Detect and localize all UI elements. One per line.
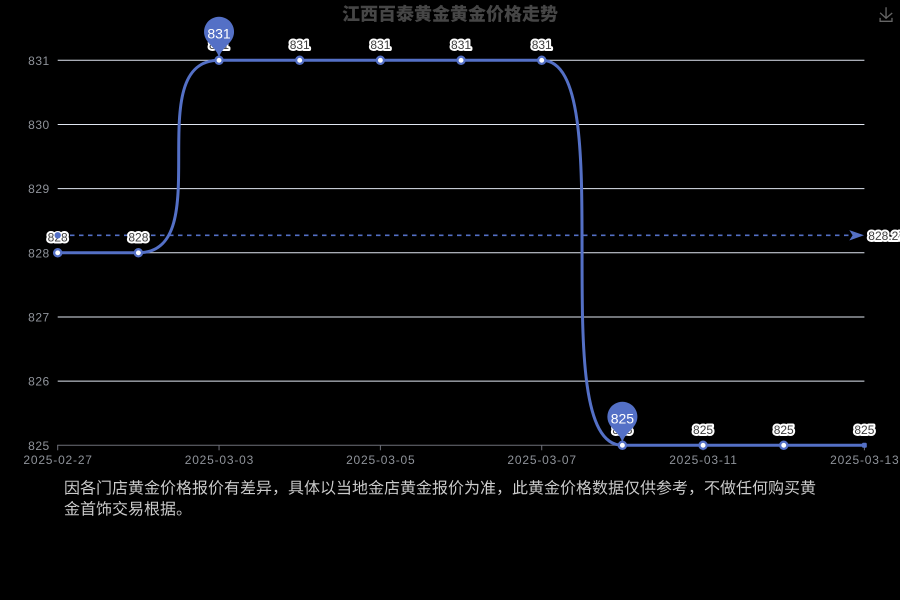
svg-text:830: 830 (28, 118, 50, 132)
svg-text:828: 828 (28, 246, 50, 260)
svg-text:826: 826 (28, 375, 50, 389)
svg-text:831: 831 (370, 38, 390, 52)
svg-text:831: 831 (28, 54, 50, 68)
svg-text:2025-02-27: 2025-02-27 (23, 453, 92, 467)
svg-text:831: 831 (532, 38, 552, 52)
svg-text:825: 825 (774, 423, 794, 437)
svg-text:2025-03-13: 2025-03-13 (830, 453, 899, 467)
svg-text:827: 827 (28, 310, 50, 324)
svg-text:825: 825 (854, 423, 874, 437)
svg-text:828.27: 828.27 (868, 229, 900, 243)
svg-text:829: 829 (28, 182, 50, 196)
svg-text:831: 831 (451, 38, 471, 52)
svg-text:825: 825 (611, 411, 635, 427)
svg-text:825: 825 (28, 439, 50, 453)
svg-text:2025-03-05: 2025-03-05 (346, 453, 415, 467)
svg-text:831: 831 (290, 38, 310, 52)
svg-text:828: 828 (128, 231, 148, 245)
svg-text:825: 825 (693, 423, 713, 437)
svg-text:2025-03-11: 2025-03-11 (669, 453, 738, 467)
svg-text:831: 831 (207, 26, 231, 42)
svg-text:2025-03-07: 2025-03-07 (507, 453, 576, 467)
svg-text:2025-03-03: 2025-03-03 (185, 453, 254, 467)
